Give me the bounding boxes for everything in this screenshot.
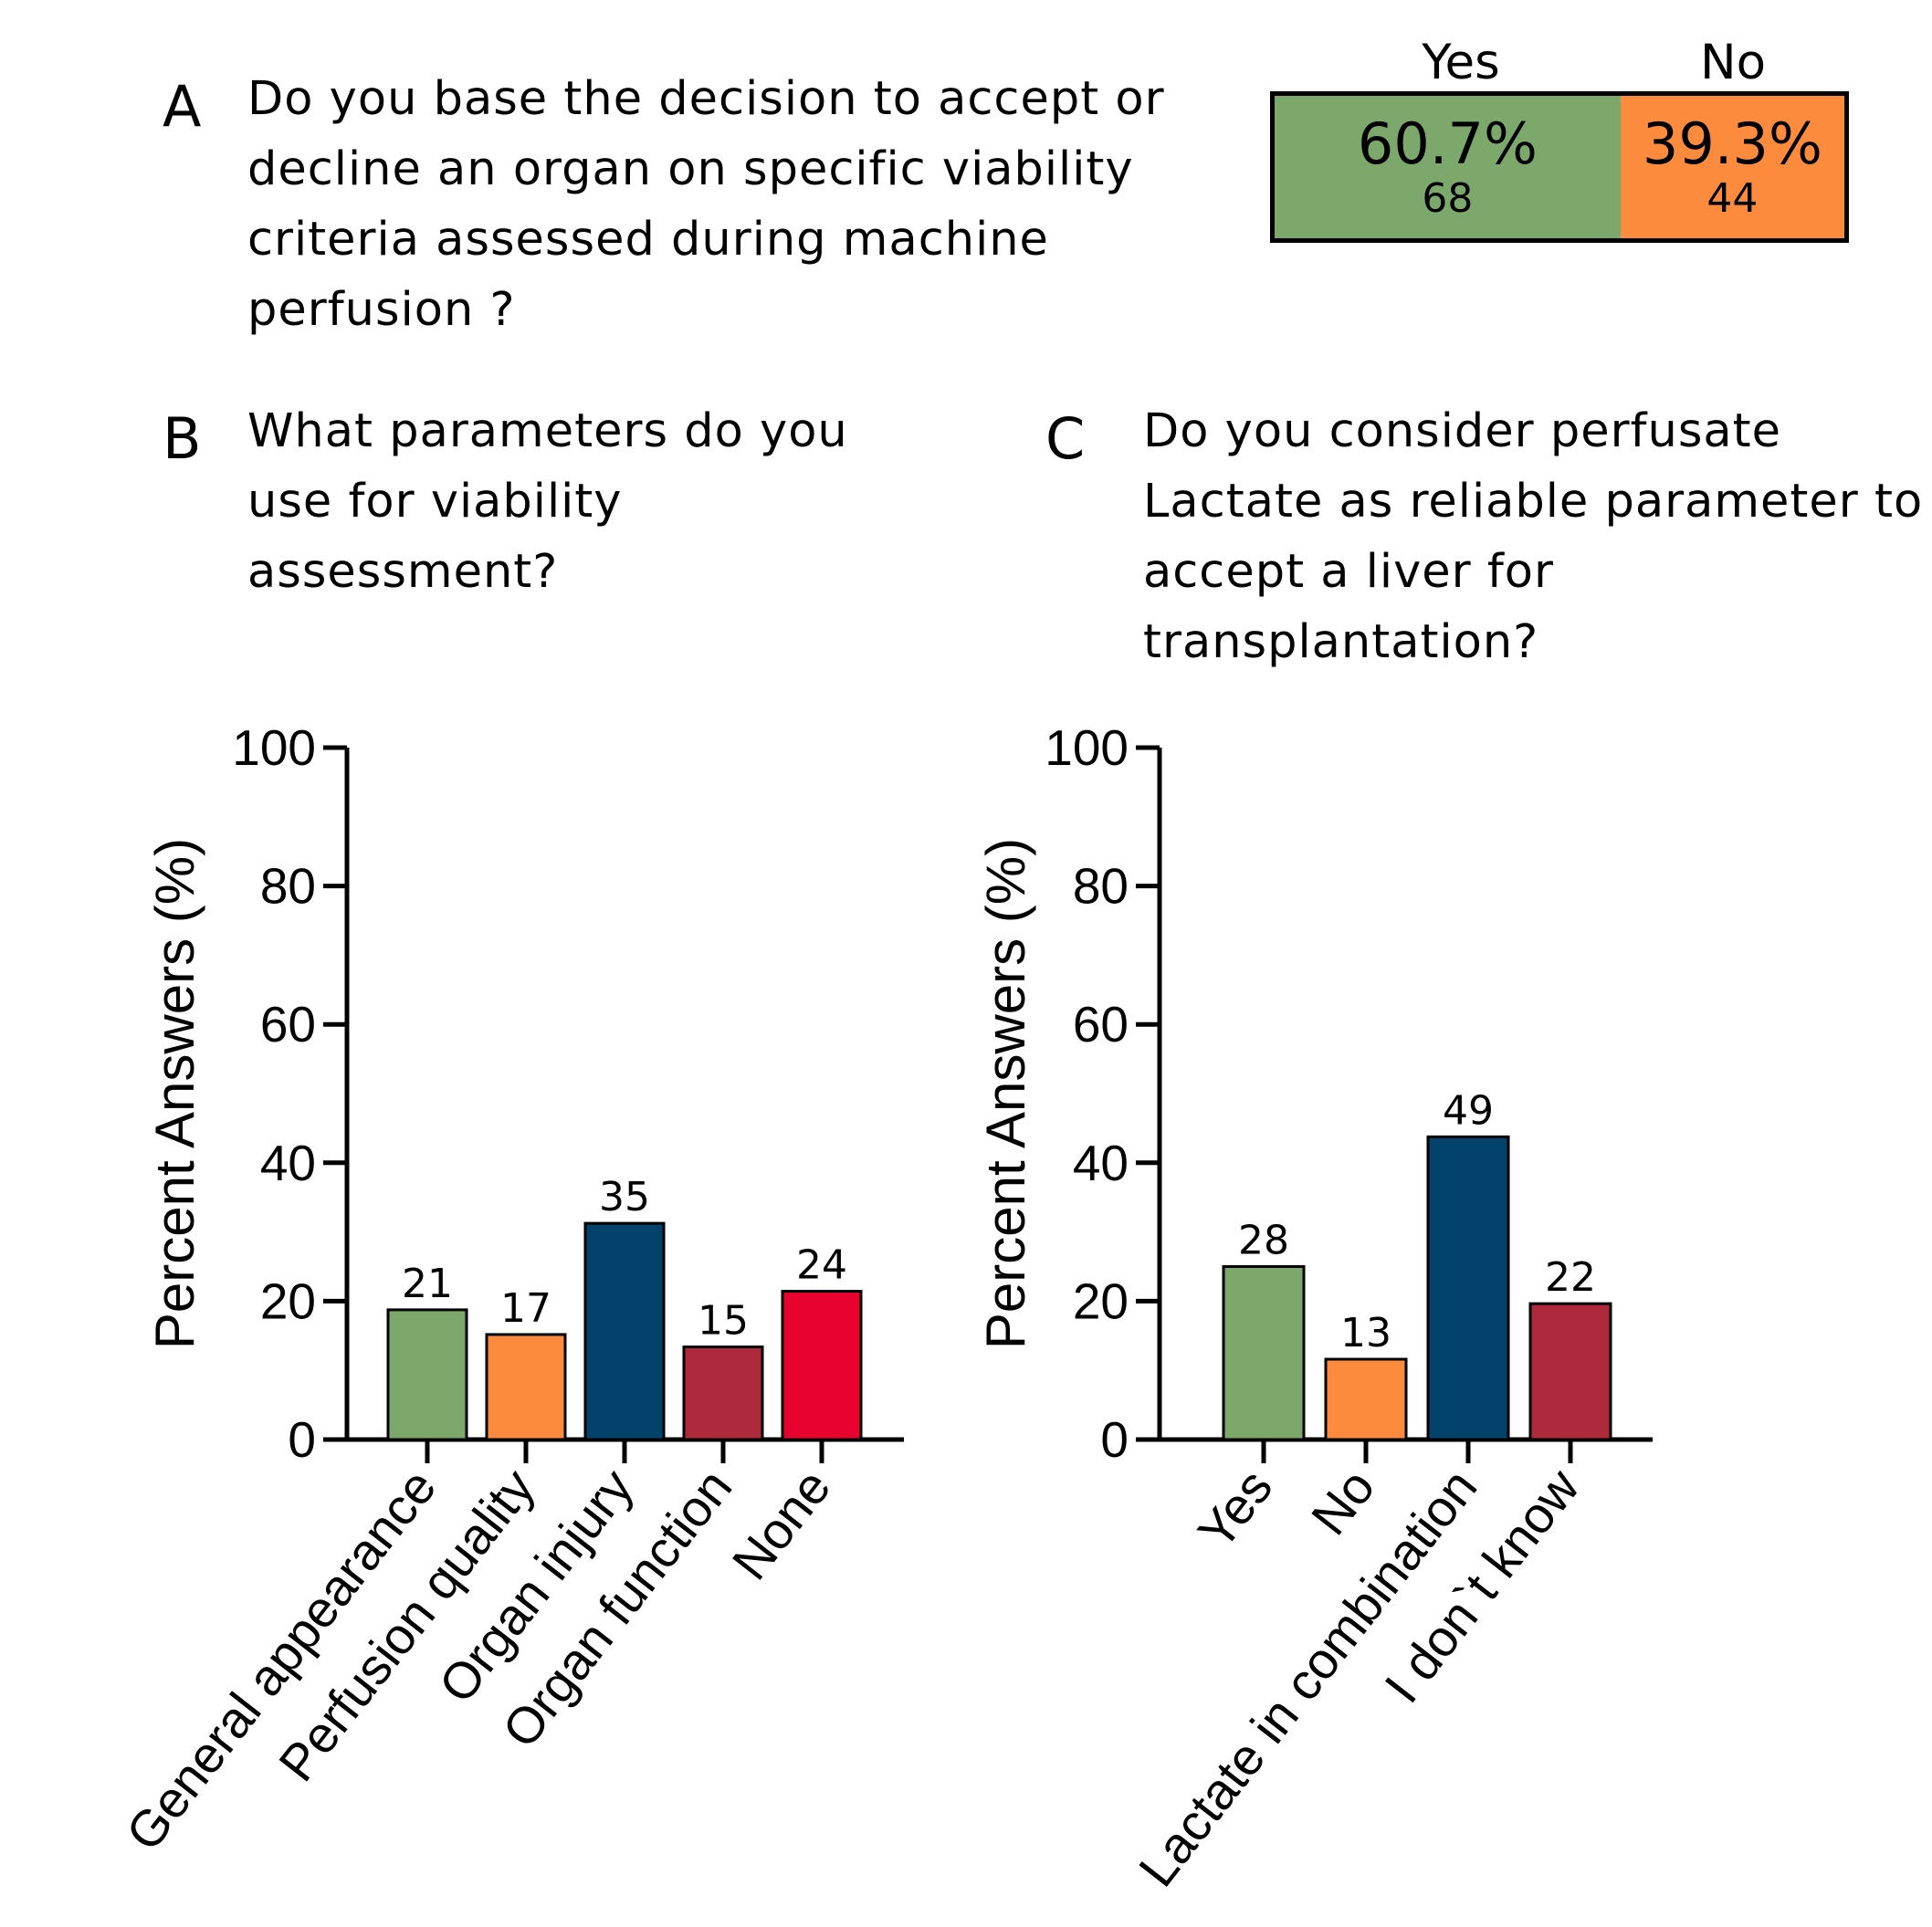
question-line: What parameters do you <box>247 404 848 458</box>
y-tick-label: 80 <box>260 858 316 915</box>
y-tick-label: 80 <box>1073 858 1129 915</box>
y-tick-label: 60 <box>1073 996 1129 1053</box>
question-line: assessment? <box>247 545 559 599</box>
segment-header-no: No <box>1699 35 1767 90</box>
y-axis-title: Percent Answers (%) <box>144 838 205 1349</box>
y-tick-label: 40 <box>260 1135 316 1191</box>
bar <box>1324 1357 1408 1441</box>
panel-b-question: What parameters do you use for viability… <box>247 396 848 607</box>
segment-header-yes: Yes <box>1422 35 1500 90</box>
bar <box>485 1333 567 1441</box>
y-tick-label: 40 <box>1073 1135 1129 1191</box>
panel-a-question: Do you base the decision to accept or de… <box>247 64 1165 345</box>
panel-c-letter: C <box>1045 405 1086 472</box>
y-tick-label: 60 <box>260 996 316 1053</box>
data-label: 21 <box>402 1261 453 1307</box>
bar <box>386 1308 468 1441</box>
panel-c-question: Do you consider perfusate Lactate as rel… <box>1143 396 1923 677</box>
data-label: 24 <box>796 1242 847 1289</box>
bar <box>1426 1135 1510 1441</box>
data-label: 22 <box>1545 1254 1596 1301</box>
data-label: 28 <box>1238 1218 1289 1264</box>
question-line: transplantation? <box>1143 615 1539 669</box>
segment-percent-label: 39.3% <box>1642 110 1822 177</box>
panel-b-letter: B <box>163 405 202 472</box>
question-line: decline an organ on specific viability <box>247 142 1134 196</box>
panel-a-letter: A <box>163 73 202 140</box>
question-line: Do you consider perfusate <box>1143 404 1782 458</box>
x-tick-label: Yes <box>1187 1459 1284 1560</box>
stacked-percent-bar: 60.7% 68 39.3% 44 <box>1270 91 1849 243</box>
bar <box>682 1346 764 1441</box>
segment-count-label: 44 <box>1706 175 1759 222</box>
y-tick-label: 0 <box>1100 1411 1129 1468</box>
data-label: 35 <box>599 1174 650 1220</box>
segment-count-label: 68 <box>1422 175 1474 222</box>
x-tick-label: No <box>1300 1459 1386 1545</box>
data-label: 17 <box>500 1285 551 1332</box>
y-tick-label: 0 <box>288 1411 316 1468</box>
bar <box>1528 1302 1612 1441</box>
chart-2: 0 20 40 60 80 100 Percent Answers (%) 28 Yes 13 No… <box>975 719 1653 1897</box>
y-axis-title: Percent Answers (%) <box>975 838 1036 1349</box>
segment-percent-label: 60.7% <box>1357 110 1538 177</box>
y-tick-label: 100 <box>232 719 316 776</box>
question-line: use for viability <box>247 475 623 529</box>
question-line: Do you base the decision to accept or <box>247 72 1165 126</box>
y-tick-label: 100 <box>1045 719 1129 776</box>
question-line: Lactate as reliable parameter to <box>1143 475 1924 529</box>
segment-yes: 60.7% 68 <box>1275 96 1621 238</box>
data-label: 13 <box>1340 1310 1391 1356</box>
y-tick-label: 20 <box>260 1272 316 1329</box>
y-tick-label: 20 <box>1073 1272 1129 1329</box>
data-label: 49 <box>1443 1087 1494 1134</box>
segment-no: 39.3% 44 <box>1620 96 1844 238</box>
bar <box>781 1290 863 1441</box>
bar <box>583 1221 666 1441</box>
data-label: 15 <box>698 1298 749 1345</box>
question-line: perfusion ? <box>247 283 516 337</box>
bar <box>1222 1265 1306 1441</box>
question-line: accept a liver for <box>1143 545 1554 599</box>
x-tick-label: None <box>720 1459 841 1590</box>
question-line: criteria assessed during machine <box>247 213 1049 267</box>
